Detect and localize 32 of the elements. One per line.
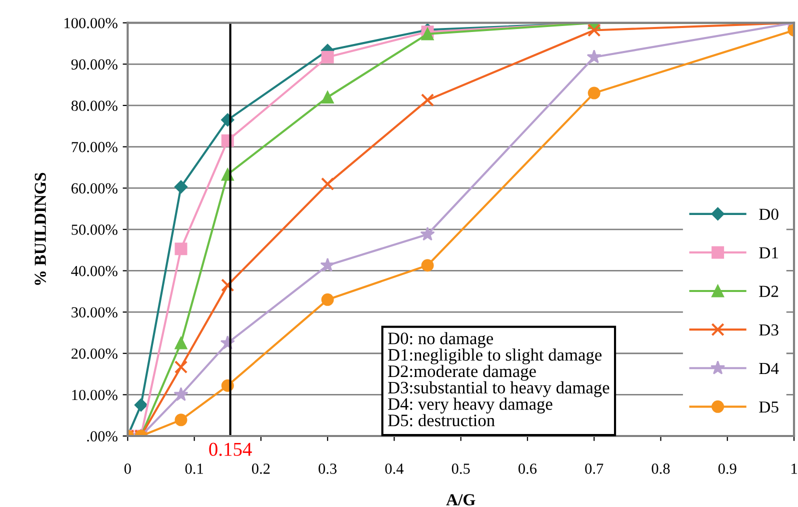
x-tick-label: 0.3 (318, 464, 337, 474)
y-tick-label: 100.00% (64, 18, 118, 28)
y-tick-label: 80.00% (71, 100, 118, 111)
legend-label: D0 (759, 208, 778, 220)
x-tick-label: 0.5 (452, 464, 470, 474)
y-tick-label: 20.00% (72, 348, 118, 359)
x-tick-label: 0.1 (185, 464, 203, 474)
x-tick-label: 0.9 (718, 464, 736, 474)
y-tick-label: 70.00% (72, 142, 118, 152)
annotation: D0: no damage D1:negligible to slight damage D2:moderate damage D3:substantial to heavy damage D4: very heavy damage D5: destruction (388, 332, 610, 426)
legend-label: D4 (759, 362, 779, 374)
y-tick-label: 10.00% (72, 390, 118, 400)
y-tick-label: 40.00% (71, 266, 118, 276)
x-tick-label: 0.7 (585, 464, 604, 474)
y-tick-label: 90.00% (71, 59, 118, 70)
y-tick-label: .00% (87, 431, 118, 442)
x-tick-label: 0.4 (385, 464, 404, 474)
legend-label: D3 (759, 324, 778, 336)
legend-label: D1 (759, 247, 778, 258)
y-axis-title: % BUILDINGS (34, 172, 46, 285)
x-tick-label: 1 (792, 464, 797, 474)
legend-label: D2 (759, 286, 778, 297)
x-tick-label: 0.6 (518, 464, 537, 474)
x-tick-label: 0 (124, 464, 131, 474)
y-tick-label: 60.00% (72, 183, 118, 194)
x-tick-label: 0.8 (652, 464, 670, 474)
x-axis-title: A/G (446, 494, 476, 506)
x-tick-label: 0.2 (252, 464, 270, 474)
y-tick-label: 30.00% (72, 307, 118, 318)
y-tick-label: 50.00% (72, 224, 118, 235)
legend-label: D5 (759, 402, 778, 413)
ref-line-label: 0.154 (209, 442, 252, 456)
